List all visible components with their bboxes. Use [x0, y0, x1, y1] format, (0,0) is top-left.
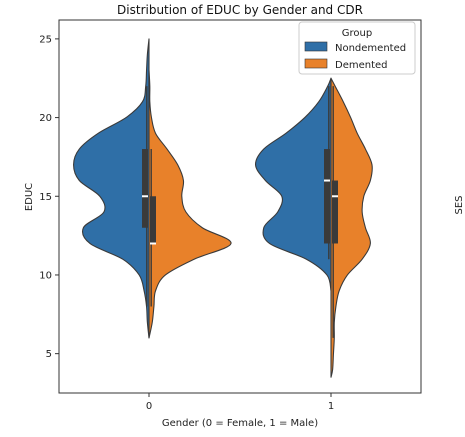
legend-title: Group: [342, 28, 372, 39]
iqr-box-nondemented-1: [324, 149, 330, 244]
y-axis-label: EDUC: [24, 183, 35, 211]
y-tick-label: 15: [39, 192, 52, 203]
x-tick-label: 0: [146, 401, 152, 412]
violin-half-nondemented-1: [255, 77, 332, 292]
iqr-box-nondemented-0: [142, 149, 148, 228]
legend-label-demented: Demented: [335, 60, 388, 71]
legend-box: [298, 21, 416, 75]
y-tick-label: 25: [39, 34, 52, 45]
y-axis: 5 10 15 20 25: [39, 34, 59, 360]
iqr-box-demented-1: [332, 180, 338, 244]
chart-title: Distribution of EDUC by Gender and CDR: [117, 3, 363, 17]
plot-frame: [58, 19, 422, 394]
x-tick-label: 1: [328, 401, 334, 412]
legend-swatch-demented: [304, 58, 328, 69]
violin-layer: [73, 38, 373, 378]
y-tick-label: 5: [46, 349, 52, 360]
violin-half-demented-0: [148, 69, 232, 339]
legend-label-nondemented: Nondemented: [335, 43, 406, 54]
side-axis-label: SES: [454, 195, 465, 214]
violin-half-nondemented-0: [73, 38, 150, 339]
x-axis-label: Gender (0 = Female, 1 = Male): [162, 418, 318, 429]
legend-swatch-nondemented: [304, 41, 328, 52]
violin-half-demented-1: [330, 77, 373, 378]
iqr-box-demented-0: [150, 196, 156, 244]
y-tick-label: 10: [39, 270, 52, 281]
legend: Group Nondemented Demented: [298, 21, 416, 75]
y-tick-label: 20: [39, 113, 52, 124]
